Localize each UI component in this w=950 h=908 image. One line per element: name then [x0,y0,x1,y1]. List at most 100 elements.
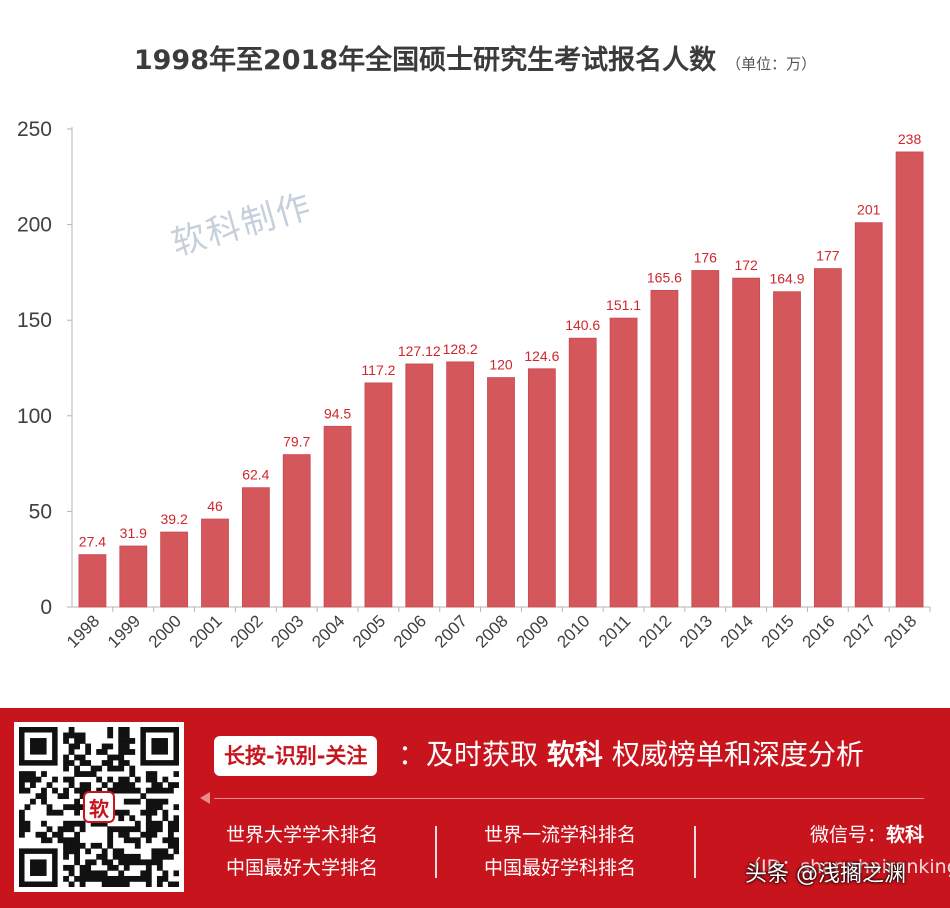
qr-module [167,837,174,844]
qr-module [101,749,108,755]
qr-module [63,848,69,855]
qr-module [123,732,130,739]
chart-area: 1998年至2018年全国硕士研究生考试报名人数 （单位：万） 0 50 100 150… [17,45,931,652]
qr-module [41,831,47,838]
qr-module [74,837,80,844]
qr-module [134,837,141,844]
qr-module [79,782,86,788]
qr-module [151,831,158,838]
qr-module [123,743,130,750]
qr-module [118,848,125,855]
qr-module [134,826,141,833]
qr-module [107,875,114,882]
qr-module [112,875,119,882]
qr-module [118,787,125,794]
qr-module [134,776,141,783]
qr-module [134,853,141,860]
qr-module [24,771,31,777]
qr-module [151,853,158,860]
y-tick-label-1: 50 [29,500,52,523]
link-world-university-ranking[interactable]: 世界大学学术排名 [226,824,379,846]
qr-module [162,776,169,783]
qr-module [90,765,97,772]
link-china-university-ranking[interactable]: 中国最好大学排名 [226,857,379,879]
y-tick-label-5: 250 [17,118,52,141]
qr-module [112,809,119,816]
qr-module [129,826,136,833]
bar-2011 [609,317,638,608]
qr-module [46,782,53,788]
qr-module [145,864,152,871]
qr-module [68,842,75,849]
link-world-subject-ranking[interactable]: 世界一流学科排名 [484,824,637,846]
y-tick-label-0: 0 [40,596,52,619]
qr-module [123,853,130,860]
qr-module [140,875,147,882]
qr-module [151,820,158,827]
qr-module [118,859,125,866]
qr-module [63,787,69,794]
qr-module [68,826,75,833]
qr-module [123,826,130,833]
qr-module [129,765,136,772]
qr-module [90,820,97,827]
qr-module [145,831,152,838]
bar-2013 [691,270,720,608]
qr-module [63,738,69,744]
banner-separator-1 [435,826,437,878]
qr-module [63,760,69,766]
qr-module [101,743,108,750]
qr-module [19,771,25,777]
qr-module [46,809,53,816]
value-label-2008: 120 [489,357,513,373]
qr-module [74,732,80,739]
qr-module [129,738,136,744]
qr-module [35,793,42,800]
qr-module [134,859,141,866]
qr-module [63,842,69,849]
qr-module [123,864,130,871]
qr-module [68,749,75,755]
qr-module [74,798,80,805]
qr-module [74,853,80,860]
qr-module [134,875,141,882]
qr-module [173,837,179,844]
qr-module [101,859,108,866]
headline-suffix: 权威榜单和深度分析 [602,738,864,771]
bar-2001 [201,518,229,608]
qr-module [151,809,158,816]
qr-module [30,782,36,788]
qr-module [107,776,114,783]
qr-module [79,738,86,744]
qr-module [156,875,163,882]
x-tick-label-2011: 2011 [595,611,634,650]
qr-module [151,804,158,811]
qr-module [145,881,152,887]
qr-module [107,864,114,871]
qr-module [173,782,179,788]
qr-code[interactable]: 软 [14,722,184,892]
qr-module [74,804,80,811]
qr-module [145,859,152,866]
qr-module [123,798,130,805]
qr-module [145,870,152,877]
bar-2000 [160,531,189,608]
value-label-2004: 94.5 [324,405,351,421]
qr-module [30,776,36,783]
qr-module [151,826,158,833]
qr-module [151,859,158,866]
qr-module [79,804,86,811]
qr-module [173,804,179,811]
value-label-2017: 201 [857,202,881,218]
value-label-2000: 39.2 [161,511,188,527]
qr-module [52,787,58,794]
qr-logo-icon: 软 [83,791,115,823]
qr-module [19,782,25,788]
qr-module [90,870,97,877]
qr-module [79,732,86,739]
qr-module [107,727,114,733]
link-china-subject-ranking[interactable]: 中国最好学科排名 [484,857,637,879]
y-tick-label-4: 200 [17,214,52,237]
value-label-2011: 151.1 [606,297,641,313]
qr-module [173,815,179,822]
